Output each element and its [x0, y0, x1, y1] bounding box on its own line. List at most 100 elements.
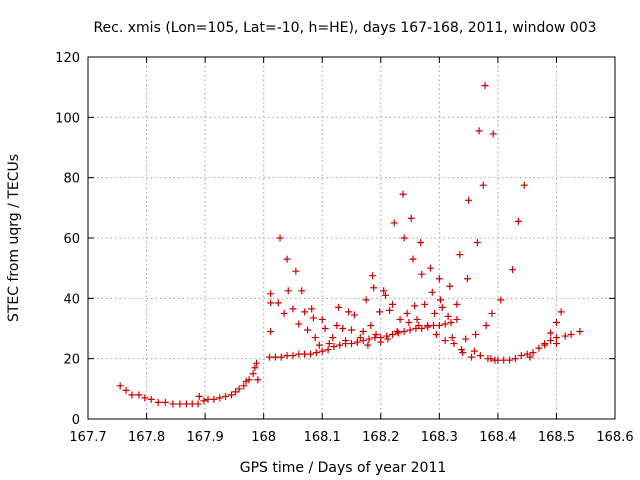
data-point: [405, 318, 413, 326]
data-point: [552, 318, 560, 326]
data-point: [301, 308, 309, 316]
data-point: [309, 314, 317, 322]
data-point: [557, 308, 565, 316]
data-point: [232, 388, 240, 396]
data-point: [447, 318, 455, 326]
data-point: [353, 338, 361, 346]
data-points: [116, 82, 584, 408]
data-point: [372, 331, 380, 339]
data-point: [403, 309, 411, 317]
y-axis-label: STEC from uqrg / TECUs: [6, 154, 22, 322]
data-point: [541, 340, 549, 348]
data-point: [576, 328, 584, 336]
data-point: [371, 334, 379, 342]
data-point: [441, 320, 449, 328]
data-point: [547, 337, 555, 345]
data-point: [380, 287, 388, 295]
data-point: [487, 355, 495, 363]
data-point: [475, 127, 483, 135]
data-point: [458, 346, 466, 354]
data-point: [456, 251, 464, 259]
data-point: [567, 331, 575, 339]
data-point: [227, 391, 235, 399]
data-point: [381, 291, 389, 299]
data-point: [511, 355, 519, 363]
data-point: [396, 315, 404, 323]
data-point: [444, 312, 452, 320]
data-point: [547, 329, 555, 337]
data-point: [277, 353, 285, 361]
data-point: [383, 332, 391, 340]
data-point: [321, 325, 329, 332]
data-point: [210, 395, 218, 403]
data-point: [388, 300, 396, 308]
data-point: [318, 315, 326, 323]
data-point: [301, 350, 309, 358]
data-point: [295, 320, 303, 328]
data-point: [298, 287, 306, 295]
data-point: [249, 370, 257, 378]
data-point: [400, 234, 408, 242]
y-tick-label: 20: [63, 353, 80, 368]
data-point: [204, 395, 212, 403]
data-point: [377, 338, 385, 346]
data-point: [141, 394, 149, 402]
data-point: [413, 315, 421, 323]
data-point: [307, 350, 315, 358]
data-point: [441, 337, 449, 345]
data-point: [283, 255, 291, 263]
x-tick-label: 168.3: [421, 430, 458, 445]
data-point: [411, 302, 419, 310]
x-tick-label: 167.8: [128, 430, 165, 445]
x-tick-label: 168.4: [479, 430, 516, 445]
data-point: [488, 309, 496, 317]
data-point: [147, 395, 155, 403]
data-point: [453, 315, 461, 323]
x-tick-label: 168.5: [538, 430, 575, 445]
data-point: [489, 130, 497, 138]
data-point: [415, 321, 423, 329]
data-point: [345, 308, 353, 316]
data-point: [526, 353, 534, 361]
y-tick-label: 120: [55, 51, 80, 66]
data-point: [245, 376, 253, 384]
plot-frame: [87, 56, 616, 420]
data-point: [312, 349, 320, 357]
data-point: [435, 275, 443, 283]
data-point: [561, 332, 569, 340]
data-point: [251, 364, 259, 372]
data-point: [315, 341, 323, 349]
data-point: [494, 356, 502, 364]
data-point: [348, 326, 355, 334]
x-tick-label: 168.6: [596, 430, 633, 445]
data-point: [267, 328, 275, 336]
data-point: [271, 353, 279, 361]
data-point: [329, 334, 337, 342]
data-point: [435, 321, 443, 329]
data-point: [432, 331, 440, 339]
data-point: [274, 299, 282, 307]
y-tick-label: 60: [63, 232, 80, 247]
data-point: [470, 347, 478, 355]
data-point: [506, 356, 514, 364]
data-point: [356, 334, 364, 342]
data-point: [283, 352, 291, 360]
data-point: [463, 275, 471, 283]
data-point: [437, 296, 445, 304]
data-point: [194, 400, 202, 408]
data-point: [325, 340, 333, 348]
data-point: [552, 340, 560, 348]
data-point: [552, 334, 560, 342]
data-point: [446, 282, 454, 290]
data-point: [292, 267, 300, 275]
data-point: [154, 398, 162, 406]
data-point: [253, 359, 261, 367]
data-point: [424, 321, 432, 329]
data-point: [336, 341, 344, 349]
data-point: [266, 353, 274, 361]
data-point: [468, 353, 476, 361]
data-point: [517, 352, 525, 360]
data-point: [450, 340, 458, 348]
grid-lines: [88, 57, 615, 419]
data-point: [481, 82, 489, 90]
